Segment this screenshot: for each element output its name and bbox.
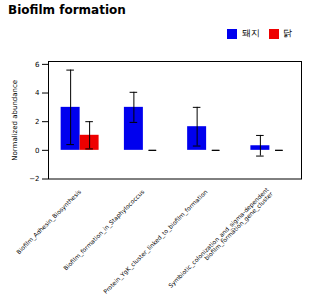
- html-text:돼지: 돼지: [241, 28, 260, 38]
- svg-text:0: 0: [35, 146, 39, 154]
- svg-text:Normalized abundance: Normalized abundance: [11, 79, 19, 160]
- svg-text:−2: −2: [29, 175, 39, 183]
- svg-text:Protein_YgK_cluster_linked_to_: Protein_YgK_cluster_linked_to_biofilm_fo…: [102, 187, 210, 295]
- svg-text:Biofilm_Adhesin_Biosynthesis: Biofilm_Adhesin_Biosynthesis: [15, 187, 83, 255]
- svg-text:6: 6: [35, 60, 40, 68]
- svg-text:2: 2: [35, 117, 39, 125]
- svg-text:Symbiotic_colonization_and_sig: Symbiotic_colonization_and_sigma-depende…: [167, 185, 276, 294]
- html-text:닭: 닭: [283, 28, 292, 38]
- html-text:Biofilm formation: Biofilm formation: [8, 3, 126, 17]
- svg-text:4: 4: [35, 89, 40, 97]
- svg-text:Biofilm_formation_in_Staphyloc: Biofilm_formation_in_Staphylococcus: [61, 187, 146, 271]
